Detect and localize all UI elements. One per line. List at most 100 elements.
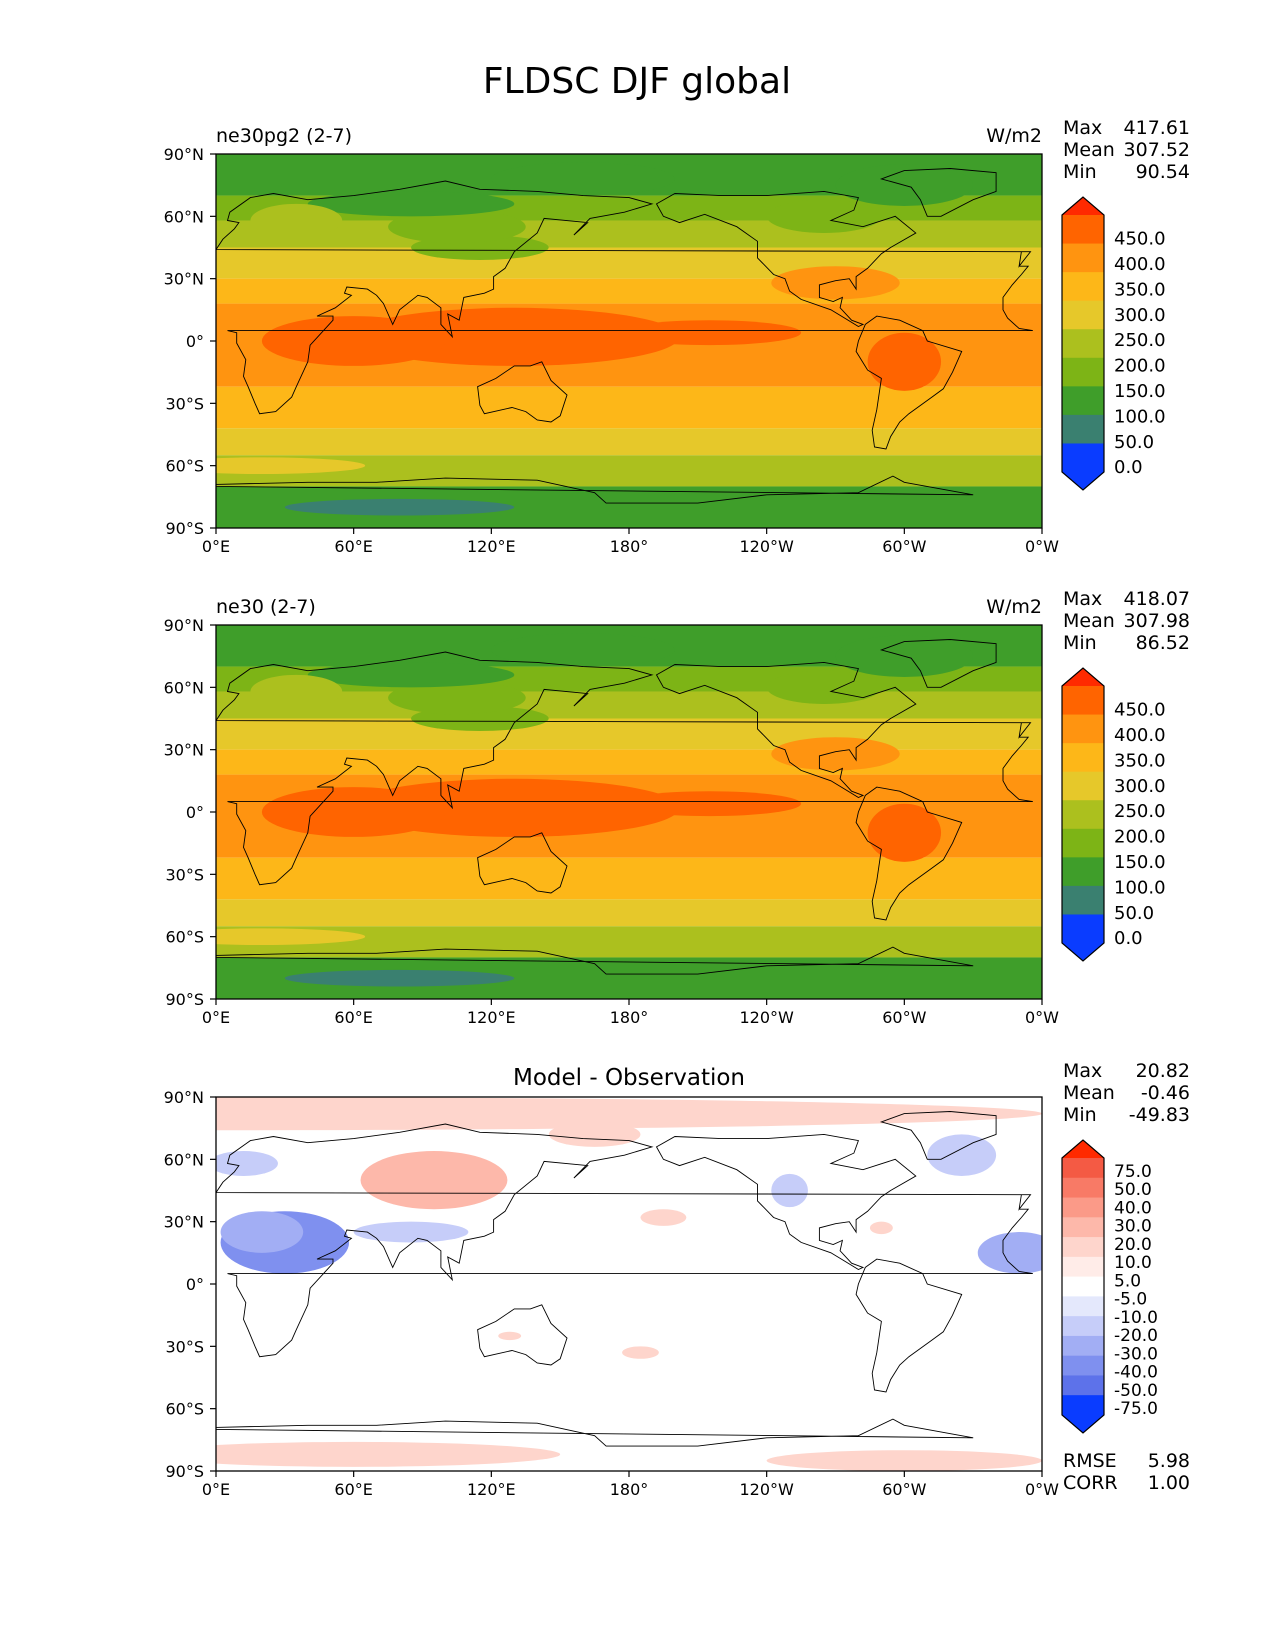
coastline bbox=[855, 1258, 963, 1393]
figure-title: FLDSC DJF global bbox=[483, 61, 791, 102]
colorbar-segment bbox=[1062, 1316, 1104, 1337]
field-region bbox=[869, 1221, 893, 1235]
x-tick-label: 60°E bbox=[334, 537, 372, 556]
field-region bbox=[771, 737, 900, 771]
colorbar-segment bbox=[1062, 1256, 1104, 1278]
x-tick-label: 120°W bbox=[739, 1480, 794, 1499]
metric-value: 5.98 bbox=[1148, 1450, 1190, 1472]
colorbar-segment bbox=[1062, 1355, 1104, 1376]
colorbar-tick-label: -10.0 bbox=[1114, 1308, 1158, 1328]
stat-value: 418.07 bbox=[1124, 588, 1190, 610]
y-tick-label: 0° bbox=[186, 803, 204, 822]
x-tick-label: 60°W bbox=[882, 1480, 926, 1499]
panel-units: W/m2 bbox=[986, 596, 1042, 618]
field-region bbox=[250, 203, 343, 238]
coastline bbox=[216, 475, 974, 528]
y-tick-label: 30°N bbox=[164, 1213, 204, 1232]
stat-label: Mean bbox=[1063, 1082, 1115, 1104]
coastline bbox=[855, 786, 963, 921]
field-region bbox=[867, 803, 942, 862]
field-region bbox=[491, 162, 675, 196]
colorbar-segment bbox=[1062, 414, 1104, 444]
colorbar-tick-label: 20.0 bbox=[1114, 1235, 1152, 1255]
field-region bbox=[491, 633, 675, 667]
field-plot bbox=[216, 154, 1042, 528]
colorbar-segment bbox=[1062, 1177, 1104, 1199]
y-tick-label: 90°S bbox=[165, 1462, 204, 1481]
x-tick-label: 60°W bbox=[882, 1008, 926, 1027]
stat-label: Max bbox=[1063, 1060, 1102, 1082]
coastline bbox=[477, 1304, 568, 1366]
colorbar-tick-label: 300.0 bbox=[1114, 776, 1166, 797]
x-tick-label: 0°E bbox=[202, 1008, 230, 1027]
x-tick-label: 0°W bbox=[1025, 537, 1059, 556]
colorbar-outline bbox=[1061, 1139, 1105, 1434]
metric-label: CORR bbox=[1063, 1472, 1118, 1494]
x-tick-label: 0°E bbox=[202, 1480, 230, 1499]
coastline bbox=[655, 1133, 917, 1271]
field-region bbox=[977, 1232, 1042, 1274]
colorbar: 75.050.040.030.020.010.05.0-5.0-10.0-20.… bbox=[1061, 1139, 1158, 1434]
colorbar-segment bbox=[1062, 357, 1104, 387]
colorbar-segment bbox=[1062, 771, 1104, 801]
colorbar-segment bbox=[1062, 743, 1104, 773]
field-region bbox=[216, 457, 366, 474]
map-panel-3: 0°E 60°E 120°E 180° 120°W 60°W 0°W 90°N 60°N 30°N… bbox=[164, 1060, 1190, 1499]
colorbar-tick-label: 100.0 bbox=[1114, 406, 1166, 427]
colorbar-segment bbox=[1062, 1217, 1104, 1238]
stat-label: Max bbox=[1063, 588, 1102, 610]
field-band bbox=[216, 691, 1042, 719]
colorbar-segment bbox=[1062, 386, 1104, 416]
colorbar-tick-label: 200.0 bbox=[1114, 356, 1166, 377]
metric-label: RMSE bbox=[1063, 1450, 1117, 1472]
field-region bbox=[261, 787, 446, 837]
stat-label: Min bbox=[1063, 161, 1097, 183]
field-region bbox=[388, 210, 526, 244]
colorbar-segment bbox=[1062, 1375, 1104, 1396]
colorbar-tick-label: -50.0 bbox=[1114, 1381, 1158, 1401]
colorbar-segment bbox=[1062, 857, 1104, 887]
stat-label: Min bbox=[1063, 1104, 1097, 1126]
colorbar: 450.0 400.0 350.0 300.0 250.0 200.0 150.0 100.0… bbox=[1061, 196, 1166, 491]
field-plot bbox=[216, 625, 1042, 999]
field-region bbox=[548, 1121, 641, 1147]
field-region bbox=[353, 1221, 469, 1243]
stat-label: Mean bbox=[1063, 610, 1115, 632]
colorbar-extend-min bbox=[1062, 914, 1104, 961]
colorbar-segment bbox=[1062, 885, 1104, 915]
field-band bbox=[216, 749, 1042, 775]
field-region bbox=[284, 969, 515, 987]
stat-value: 86.52 bbox=[1136, 632, 1190, 654]
colorbar-tick-label: -40.0 bbox=[1114, 1363, 1158, 1383]
y-tick-label: 0° bbox=[186, 332, 204, 351]
field-region bbox=[617, 320, 802, 346]
stat-value: -49.83 bbox=[1129, 1104, 1190, 1126]
panel-title: Model - Observation bbox=[513, 1065, 745, 1091]
colorbar-tick-label: -20.0 bbox=[1114, 1326, 1158, 1346]
y-tick-label: 30°N bbox=[164, 270, 204, 289]
colorbar-tick-label: -5.0 bbox=[1114, 1290, 1147, 1310]
colorbar-tick-label: 50.0 bbox=[1114, 1180, 1152, 1200]
coastline bbox=[216, 180, 1033, 415]
field-background bbox=[216, 1097, 1042, 1471]
field-region bbox=[766, 1450, 1042, 1471]
y-tick-label: 30°N bbox=[164, 741, 204, 760]
x-tick-label: 60°E bbox=[334, 1008, 372, 1027]
colorbar-segment bbox=[1062, 1158, 1104, 1179]
coastline bbox=[879, 168, 997, 217]
colorbar-tick-label: 50.0 bbox=[1114, 903, 1154, 924]
field-band bbox=[216, 857, 1042, 900]
coastline bbox=[879, 639, 997, 688]
field-region bbox=[388, 681, 526, 715]
y-tick-label: 60°S bbox=[165, 928, 204, 947]
stat-label: Max bbox=[1063, 117, 1102, 139]
colorbar-segment bbox=[1062, 828, 1104, 858]
map-panel-1: 0°E 60°E 120°E 180° 120°W 60°W 0°W 90°N 60°N 30°N… bbox=[164, 117, 1190, 556]
y-tick-label: 30°S bbox=[165, 394, 204, 413]
stat-value: 417.61 bbox=[1124, 117, 1190, 139]
panel-title: ne30 (2-7) bbox=[216, 596, 316, 618]
colorbar-tick-label: 75.0 bbox=[1114, 1162, 1152, 1182]
coastline bbox=[477, 361, 568, 423]
colorbar-segment bbox=[1062, 800, 1104, 830]
